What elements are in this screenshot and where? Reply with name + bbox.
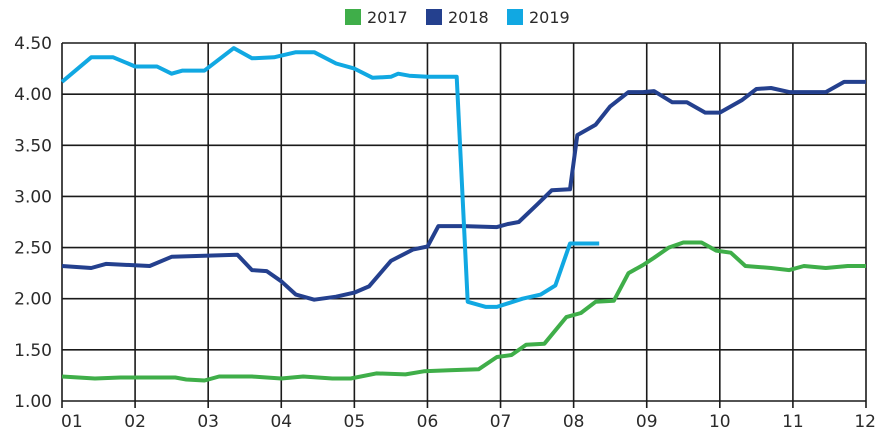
- x-tick-label: 09: [636, 412, 658, 432]
- y-tick-label: 2.00: [14, 290, 52, 310]
- x-axis: 01 02 03 04 05 06 07 08 09 10 11 12: [61, 412, 876, 432]
- y-tick-label: 2.50: [14, 239, 52, 259]
- legend-swatch-2019: [507, 9, 523, 25]
- x-tick-label: 06: [417, 412, 439, 432]
- x-tick-label: 07: [490, 412, 512, 432]
- y-tick-label: 4.50: [14, 34, 52, 54]
- x-tick-label: 10: [709, 412, 731, 432]
- x-tick-label: 03: [197, 412, 219, 432]
- y-tick-label: 1.00: [14, 392, 52, 412]
- series-line-2017: [61, 240, 866, 383]
- y-tick-label: 1.50: [14, 341, 52, 361]
- legend-swatch-2018: [426, 9, 442, 25]
- legend-label-2017: 2017: [367, 8, 408, 27]
- x-tick-label: 12: [854, 412, 876, 432]
- y-axis: 1.00 1.50 2.00 2.50 3.00 3.50 4.00 4.50: [14, 34, 52, 412]
- x-tick-label: 04: [270, 412, 292, 432]
- series-line-2019: [60, 46, 600, 309]
- legend-label-2018: 2018: [448, 8, 489, 27]
- legend: 2017 2018 2019: [345, 8, 570, 27]
- y-tick-label: 4.00: [14, 85, 52, 105]
- plot-area: [60, 46, 866, 383]
- x-tick-label: 01: [61, 412, 83, 432]
- x-tick-label: 08: [563, 412, 585, 432]
- x-tick-label: 05: [344, 412, 366, 432]
- y-tick-label: 3.50: [14, 136, 52, 156]
- series-line-2018: [61, 79, 866, 302]
- x-tick-label: 11: [782, 412, 804, 432]
- legend-label-2019: 2019: [529, 8, 570, 27]
- y-tick-label: 3.00: [14, 187, 52, 207]
- x-tick-label: 02: [124, 412, 146, 432]
- legend-swatch-2017: [345, 9, 361, 25]
